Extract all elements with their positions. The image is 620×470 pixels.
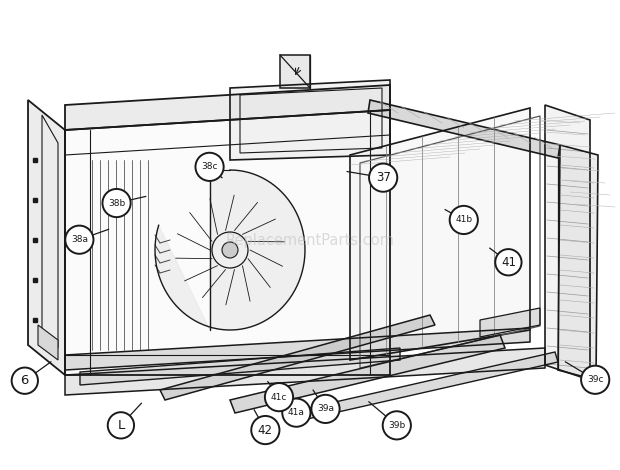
Text: 38c: 38c	[202, 162, 218, 172]
Polygon shape	[65, 348, 545, 395]
Circle shape	[222, 242, 238, 258]
Text: 6: 6	[20, 374, 29, 387]
Circle shape	[108, 412, 134, 439]
Text: 41b: 41b	[455, 215, 472, 225]
Circle shape	[102, 189, 131, 217]
Text: 39c: 39c	[587, 375, 603, 384]
Polygon shape	[545, 105, 590, 380]
Polygon shape	[65, 85, 390, 130]
Circle shape	[65, 226, 94, 254]
Text: 39a: 39a	[317, 404, 334, 414]
Text: 38a: 38a	[71, 235, 88, 244]
Text: 37: 37	[376, 171, 391, 184]
Text: L: L	[117, 419, 125, 432]
Text: 41c: 41c	[271, 392, 287, 402]
Circle shape	[251, 416, 280, 444]
Circle shape	[12, 368, 38, 394]
Polygon shape	[350, 108, 530, 360]
Text: 38b: 38b	[108, 198, 125, 208]
Polygon shape	[80, 348, 400, 385]
Polygon shape	[155, 170, 305, 330]
Polygon shape	[480, 308, 540, 337]
Polygon shape	[230, 80, 390, 160]
Polygon shape	[368, 100, 560, 158]
Circle shape	[265, 383, 293, 411]
Polygon shape	[65, 328, 530, 370]
Circle shape	[383, 411, 411, 439]
Circle shape	[369, 164, 397, 192]
Polygon shape	[160, 315, 435, 400]
Polygon shape	[38, 325, 58, 360]
Polygon shape	[230, 335, 505, 413]
Polygon shape	[300, 352, 558, 420]
Circle shape	[450, 206, 478, 234]
Circle shape	[282, 399, 311, 427]
Circle shape	[495, 249, 521, 275]
Polygon shape	[558, 145, 598, 380]
Text: 41a: 41a	[288, 408, 305, 417]
Text: 41: 41	[501, 256, 516, 269]
Circle shape	[195, 153, 224, 181]
Circle shape	[581, 366, 609, 394]
Polygon shape	[280, 55, 310, 88]
Polygon shape	[65, 110, 390, 375]
Text: 42: 42	[258, 423, 273, 437]
Circle shape	[311, 395, 340, 423]
Polygon shape	[28, 100, 65, 375]
Text: ReplacementParts.com: ReplacementParts.com	[226, 233, 394, 248]
Text: 39b: 39b	[388, 421, 405, 430]
